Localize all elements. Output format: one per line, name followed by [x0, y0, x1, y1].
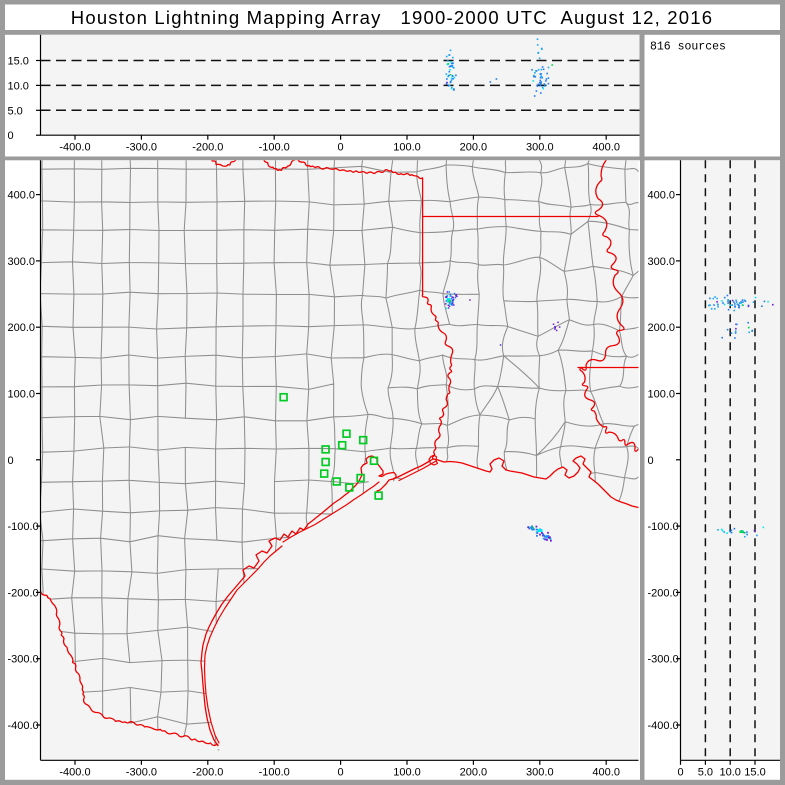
svg-text:0: 0 [677, 766, 683, 778]
svg-text:Houston Lightning Mapping Arra: Houston Lightning Mapping Array 1900-200… [71, 7, 713, 28]
svg-text:15.0: 15.0 [8, 56, 29, 68]
svg-text:0: 0 [8, 455, 14, 467]
svg-text:400.0: 400.0 [648, 190, 676, 202]
svg-text:100.0: 100.0 [8, 389, 36, 401]
svg-text:300.0: 300.0 [526, 766, 554, 778]
svg-text:300.0: 300.0 [526, 142, 554, 154]
svg-text:816 sources: 816 sources [650, 41, 726, 54]
svg-text:10.0: 10.0 [719, 766, 740, 778]
svg-text:5.0: 5.0 [8, 105, 23, 117]
svg-text:-400.0: -400.0 [59, 142, 90, 154]
svg-text:-100.0: -100.0 [259, 142, 290, 154]
svg-text:-400.0: -400.0 [648, 720, 679, 732]
svg-text:400.0: 400.0 [592, 766, 620, 778]
svg-text:200.0: 200.0 [460, 766, 488, 778]
svg-text:200.0: 200.0 [648, 322, 676, 334]
svg-text:0: 0 [8, 130, 14, 142]
svg-text:5.0: 5.0 [698, 766, 713, 778]
svg-text:-100.0: -100.0 [259, 766, 290, 778]
svg-text:-100.0: -100.0 [648, 521, 679, 533]
svg-text:0: 0 [648, 455, 654, 467]
svg-text:0: 0 [338, 766, 344, 778]
svg-text:200.0: 200.0 [460, 142, 488, 154]
svg-text:400.0: 400.0 [592, 142, 620, 154]
svg-text:15.0: 15.0 [744, 766, 765, 778]
svg-text:100.0: 100.0 [393, 766, 421, 778]
svg-text:300.0: 300.0 [8, 256, 36, 268]
svg-text:-200.0: -200.0 [192, 766, 223, 778]
svg-text:-100.0: -100.0 [8, 521, 39, 533]
svg-text:-400.0: -400.0 [8, 720, 39, 732]
svg-text:-200.0: -200.0 [8, 587, 39, 599]
svg-text:-200.0: -200.0 [192, 142, 223, 154]
svg-text:-400.0: -400.0 [59, 766, 90, 778]
svg-text:-300.0: -300.0 [126, 766, 157, 778]
svg-text:-300.0: -300.0 [126, 142, 157, 154]
svg-text:400.0: 400.0 [8, 190, 36, 202]
svg-text:0: 0 [338, 142, 344, 154]
svg-text:-200.0: -200.0 [648, 587, 679, 599]
svg-text:100.0: 100.0 [648, 389, 676, 401]
svg-text:10.0: 10.0 [8, 80, 29, 92]
svg-text:300.0: 300.0 [648, 256, 676, 268]
svg-text:200.0: 200.0 [8, 322, 36, 334]
svg-text:-300.0: -300.0 [8, 654, 39, 666]
svg-text:-300.0: -300.0 [648, 654, 679, 666]
svg-text:100.0: 100.0 [393, 142, 421, 154]
